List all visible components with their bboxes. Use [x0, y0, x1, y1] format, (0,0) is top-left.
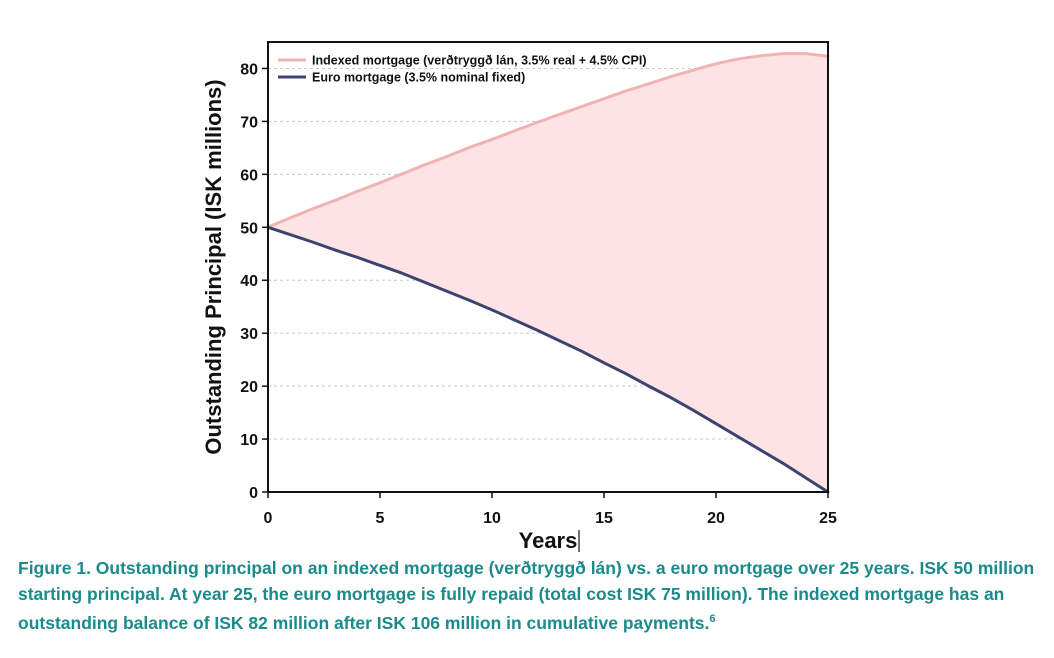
- gap-shaded-area: [268, 53, 828, 493]
- y-tick-label-10: 10: [240, 432, 258, 449]
- x-tick-label-15: 15: [595, 510, 613, 527]
- x-tick-label-20: 20: [707, 510, 725, 527]
- y-tick-label-40: 40: [240, 273, 258, 290]
- y-tick-label-70: 70: [240, 114, 258, 131]
- x-axis-title: Years: [519, 528, 578, 553]
- y-tick-label-50: 50: [240, 220, 258, 237]
- plot-frame: [267, 41, 829, 493]
- legend-label-indexed: Indexed mortgage (verðtryggð lán, 3.5% r…: [312, 54, 646, 68]
- y-axis-title: Outstanding Principal (ISK millions): [201, 79, 226, 454]
- y-tick-label-80: 80: [240, 61, 258, 78]
- x-tick-label-25: 25: [819, 510, 837, 527]
- caption-footnote: 6: [709, 613, 716, 625]
- legend: Indexed mortgage (verðtryggð lán, 3.5% r…: [278, 54, 646, 85]
- euro-mortgage-line: [266, 225, 830, 494]
- caption-text: Figure 1. Outstanding principal on an in…: [18, 558, 1035, 633]
- principal-chart: 0 10 20 30 40 50 60 70 80 0 5 10 15 20 25 Indexed mort…: [201, 41, 837, 553]
- indexed-mortgage-line: [266, 52, 830, 229]
- x-tick-label-0: 0: [264, 510, 273, 527]
- y-tick-label-30: 30: [240, 326, 258, 343]
- legend-label-euro: Euro mortgage (3.5% nominal fixed): [312, 71, 525, 85]
- axis-ticks: 0 10 20 30 40 50 60 70 80 0 5 10 15 20 25: [240, 61, 837, 527]
- x-tick-label-10: 10: [483, 510, 501, 527]
- figure-caption: Figure 1. Outstanding principal on an in…: [18, 556, 1038, 636]
- y-tick-label-60: 60: [240, 167, 258, 184]
- y-tick-label-0: 0: [249, 485, 258, 502]
- x-tick-label-5: 5: [376, 510, 385, 527]
- y-tick-label-20: 20: [240, 379, 258, 396]
